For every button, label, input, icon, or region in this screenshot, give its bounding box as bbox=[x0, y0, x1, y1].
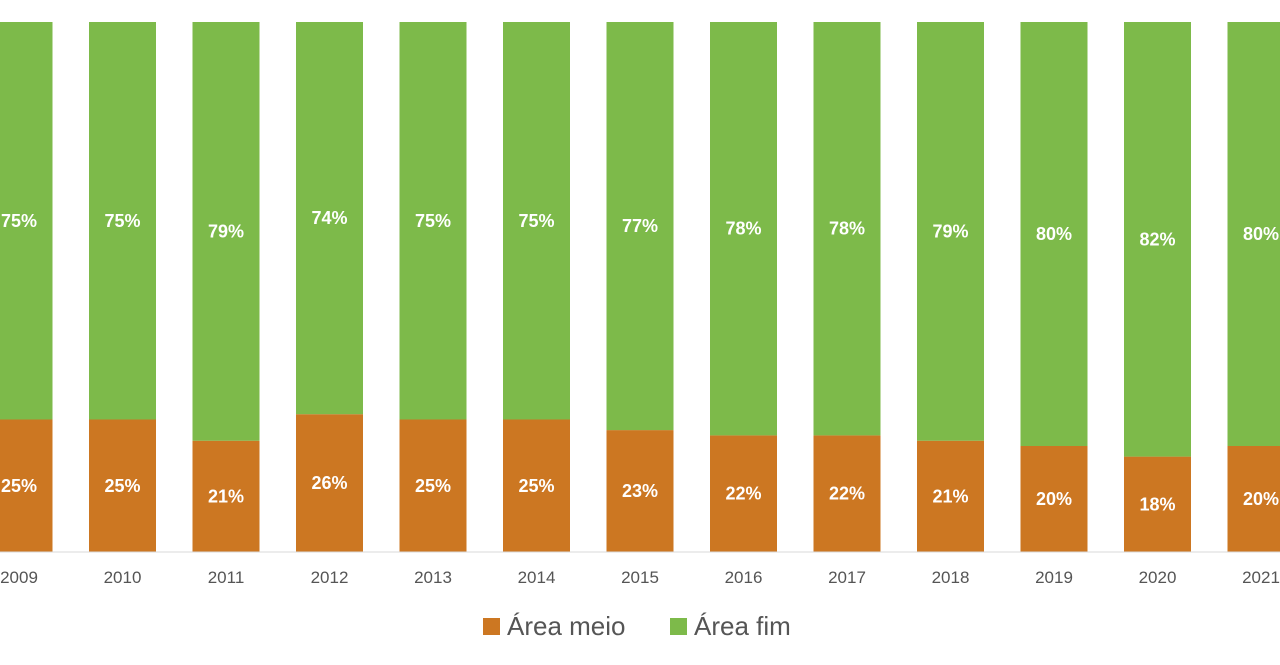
bar-area-meio-2009 bbox=[0, 419, 53, 552]
x-axis-ticks: 2009 2010 2011 2012 2013 2014 2015 2016 2017 2018… bbox=[0, 568, 1280, 587]
bar-area-meio-2019 bbox=[1020, 446, 1088, 552]
bar-area-meio-2018 bbox=[917, 440, 984, 552]
bar-area-fim-2020 bbox=[1124, 22, 1191, 457]
bar-area-meio-2020 bbox=[1124, 456, 1191, 552]
data-label-area-fim-2009: 75% bbox=[1, 211, 37, 231]
data-label-area-fim-2017: 78% bbox=[829, 219, 865, 239]
data-label-area-meio-2010: 25% bbox=[104, 476, 140, 496]
bar-area-fim-2012 bbox=[296, 22, 363, 415]
legend-label-area-meio: Área meio bbox=[507, 611, 626, 641]
data-label-area-meio-2020: 18% bbox=[1139, 494, 1175, 514]
bar-area-meio-2013 bbox=[399, 419, 467, 552]
data-label-area-fim-2020: 82% bbox=[1139, 229, 1175, 249]
x-tick-label-2010: 2010 bbox=[104, 568, 142, 587]
bar-area-fim-2017 bbox=[813, 22, 881, 436]
data-label-area-meio-2009: 25% bbox=[1, 476, 37, 496]
data-label-area-meio-2011: 21% bbox=[208, 486, 244, 506]
data-label-area-fim-2016: 78% bbox=[725, 219, 761, 239]
x-tick-label-2021: 2021 bbox=[1242, 568, 1280, 587]
legend: Área meio Área fim bbox=[483, 611, 791, 641]
x-tick-label-2019: 2019 bbox=[1035, 568, 1073, 587]
data-label-area-meio-2013: 25% bbox=[415, 476, 451, 496]
data-label-area-meio-2019: 20% bbox=[1036, 489, 1072, 509]
bar-area-fim-2019 bbox=[1020, 22, 1088, 446]
x-tick-label-2016: 2016 bbox=[725, 568, 763, 587]
x-tick-label-2018: 2018 bbox=[932, 568, 970, 587]
data-label-area-meio-2018: 21% bbox=[932, 486, 968, 506]
data-label-area-fim-2018: 79% bbox=[932, 221, 968, 241]
bars-group: 25% 75% 25% 75% 21% 79% 26% 74% 25% 75% 25% 75% 23% 7… bbox=[0, 22, 1280, 552]
data-label-area-fim-2011: 79% bbox=[208, 221, 244, 241]
x-tick-label-2013: 2013 bbox=[414, 568, 452, 587]
bar-area-fim-2021 bbox=[1227, 22, 1280, 446]
bar-area-meio-2017 bbox=[813, 435, 881, 552]
bar-area-meio-2012 bbox=[296, 414, 363, 552]
x-tick-label-2020: 2020 bbox=[1139, 568, 1177, 587]
bar-area-meio-2015 bbox=[606, 430, 674, 552]
data-label-area-fim-2015: 77% bbox=[622, 216, 658, 236]
bar-area-fim-2011 bbox=[192, 22, 260, 441]
bar-area-meio-2016 bbox=[710, 435, 777, 552]
bar-area-fim-2013 bbox=[399, 22, 467, 420]
bar-area-meio-2011 bbox=[192, 440, 260, 552]
data-label-area-fim-2012: 74% bbox=[311, 208, 347, 228]
bar-area-fim-2014 bbox=[503, 22, 570, 420]
legend-swatch-area-fim bbox=[670, 618, 687, 635]
legend-label-area-fim: Área fim bbox=[694, 611, 791, 641]
bar-area-fim-2016 bbox=[710, 22, 777, 436]
data-label-area-fim-2014: 75% bbox=[518, 211, 554, 231]
bar-area-fim-2010 bbox=[89, 22, 156, 420]
data-label-area-fim-2010: 75% bbox=[104, 211, 140, 231]
x-tick-label-2017: 2017 bbox=[828, 568, 866, 587]
bar-area-fim-2015 bbox=[606, 22, 674, 431]
x-tick-label-2009: 2009 bbox=[0, 568, 38, 587]
x-tick-label-2011: 2011 bbox=[208, 568, 245, 587]
x-tick-label-2012: 2012 bbox=[311, 568, 349, 587]
x-tick-label-2015: 2015 bbox=[621, 568, 659, 587]
bar-area-fim-2018 bbox=[917, 22, 984, 441]
data-label-area-fim-2021: 80% bbox=[1243, 224, 1279, 244]
data-label-area-fim-2019: 80% bbox=[1036, 224, 1072, 244]
data-label-area-fim-2013: 75% bbox=[415, 211, 451, 231]
data-label-area-meio-2012: 26% bbox=[311, 473, 347, 493]
bar-area-meio-2014 bbox=[503, 419, 570, 552]
bar-area-meio-2010 bbox=[89, 419, 156, 552]
data-label-area-meio-2015: 23% bbox=[622, 481, 658, 501]
legend-swatch-area-meio bbox=[483, 618, 500, 635]
data-label-area-meio-2021: 20% bbox=[1243, 489, 1279, 509]
data-label-area-meio-2017: 22% bbox=[829, 484, 865, 504]
data-label-area-meio-2014: 25% bbox=[518, 476, 554, 496]
x-tick-label-2014: 2014 bbox=[518, 568, 556, 587]
bar-area-meio-2021 bbox=[1227, 446, 1280, 552]
data-label-area-meio-2016: 22% bbox=[725, 484, 761, 504]
bar-area-fim-2009 bbox=[0, 22, 53, 420]
